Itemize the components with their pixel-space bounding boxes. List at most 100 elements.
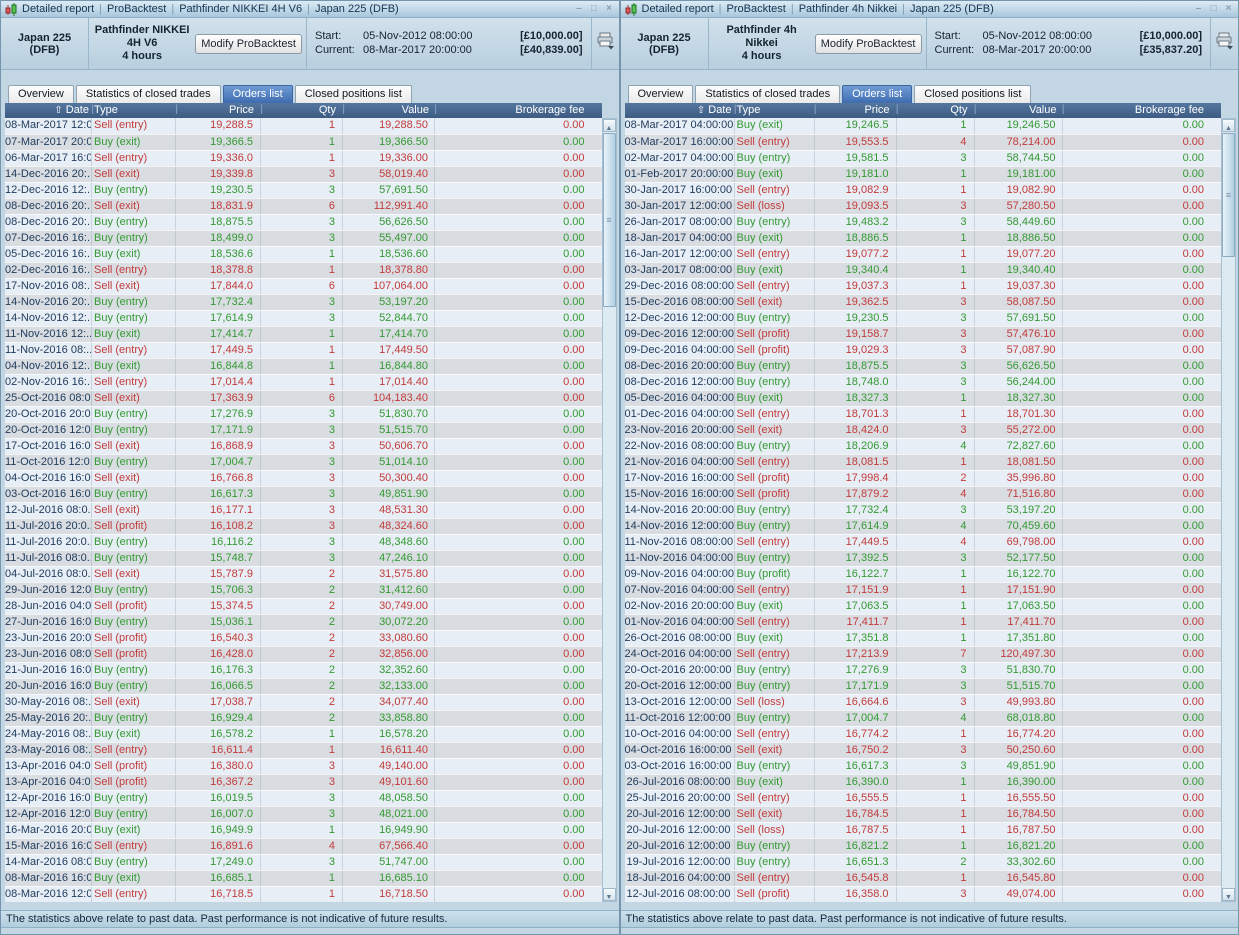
order-row[interactable]: 12-Apr-2016 12:0... Buy (entry) 16,007.0 3 4… [5,806,602,822]
order-row[interactable]: 11-Nov-2016 12:... Buy (exit) 17,414.7 1 17,… [5,326,602,342]
order-row[interactable]: 14-Nov-2016 20:... Buy (entry) 17,732.4 3 53… [5,294,602,310]
order-row[interactable]: 26-Jul-2016 08:00:00 Buy (exit) 16,390.0 1 1… [624,774,1222,790]
order-row[interactable]: 20-Jul-2016 12:00:00 Sell (loss) 16,787.5 1… [624,822,1222,838]
order-row[interactable]: 14-Mar-2016 08:0... Buy (entry) 17,249.0 3 5… [5,854,602,870]
scroll-down-button[interactable]: ▼ [1222,888,1235,901]
order-row[interactable]: 28-Jun-2016 04:0... Sell (profit) 15,374.5… [5,598,602,614]
order-row[interactable]: 11-Nov-2016 08:00:00 Sell (entry) 17,449.5… [624,534,1222,550]
order-row[interactable]: 17-Oct-2016 16:0... Sell (exit) 16,868.9 3 5… [5,438,602,454]
order-row[interactable]: 07-Nov-2016 04:00:00 Sell (entry) 17,151.9… [624,582,1222,598]
titlebar[interactable]: Detailed report | ProBacktest | Pathfinder 4… [620,1,1238,18]
order-row[interactable]: 30-Jan-2017 16:00:00 Sell (entry) 19,082.9… [624,182,1222,198]
vertical-scrollbar[interactable]: ▲ ≡ ▼ [1221,118,1236,902]
order-row[interactable]: 27-Jun-2016 16:0... Buy (entry) 15,036.1 2 3… [5,614,602,630]
order-row[interactable]: 14-Nov-2016 12:00:00 Buy (entry) 17,614.9 4… [624,518,1222,534]
order-row[interactable]: 15-Nov-2016 16:00:00 Sell (profit) 17,879.… [624,486,1222,502]
order-row[interactable]: 01-Dec-2016 04:00:00 Sell (entry) 18,701.3… [624,406,1222,422]
order-row[interactable]: 06-Mar-2017 16:0... Sell (entry) 19,336.0 1… [5,150,602,166]
order-row[interactable]: 26-Jan-2017 08:00:00 Buy (entry) 19,483.2 3… [624,214,1222,230]
order-row[interactable]: 03-Oct-2016 16:0... Buy (entry) 16,617.3 3 4… [5,486,602,502]
order-row[interactable]: 20-Jun-2016 16:0... Buy (entry) 16,066.5 2 3… [5,678,602,694]
order-row[interactable]: 04-Jul-2016 08:0... Sell (exit) 15,787.9 2 3… [5,566,602,582]
minimize-button[interactable]: – [1195,3,1202,14]
order-row[interactable]: 23-May-2016 08:... Sell (entry) 16,611.4 1 1… [5,742,602,758]
modify-probacktest-button[interactable]: Modify ProBacktest [195,33,302,54]
order-row[interactable]: 18-Jan-2017 04:00:00 Buy (exit) 18,886.5 1 1… [624,230,1222,246]
scrollbar-thumb[interactable]: ≡ [602,133,616,307]
order-row[interactable]: 11-Jul-2016 20:0... Buy (entry) 16,116.2 3 4… [5,534,602,550]
order-row[interactable]: 24-Oct-2016 04:00:00 Sell (entry) 17,213.9… [624,646,1222,662]
scrollbar-track[interactable]: ≡ [1222,132,1235,888]
close-button[interactable]: × [1225,3,1232,14]
order-row[interactable]: 05-Dec-2016 16:... Buy (exit) 18,536.6 1 18,… [5,246,602,262]
column-header-qty[interactable]: Qty [261,102,345,118]
order-row[interactable]: 02-Nov-2016 16:... Sell (entry) 17,014.4 1 1… [5,374,602,390]
order-row[interactable]: 16-Jan-2017 12:00:00 Sell (entry) 19,077.2… [624,246,1222,262]
tab-statistics-of-closed-trades[interactable]: Statistics of closed trades [695,85,841,103]
order-row[interactable]: 17-Nov-2016 08:... Sell (exit) 17,844.0 6 10… [5,278,602,294]
order-row[interactable]: 13-Apr-2016 04:0... Sell (profit) 16,380.0… [5,758,602,774]
scroll-down-button[interactable]: ▼ [602,888,616,901]
column-header-type[interactable]: Type [735,102,817,118]
order-row[interactable]: 05-Dec-2016 04:00:00 Buy (exit) 18,327.3 1 1… [624,390,1222,406]
order-row[interactable]: 29-Jun-2016 12:0... Buy (entry) 15,706.3 2 3… [5,582,602,598]
order-row[interactable]: 09-Dec-2016 12:00:00 Sell (profit) 19,158.… [624,326,1222,342]
vertical-scrollbar[interactable]: ▲ ≡ ▼ [601,118,617,902]
column-header-qty[interactable]: Qty [897,102,976,118]
order-row[interactable]: 02-Nov-2016 20:00:00 Buy (exit) 17,063.5 1 1… [624,598,1222,614]
tab-overview[interactable]: Overview [8,85,74,103]
order-row[interactable]: 21-Jun-2016 16:0... Buy (entry) 16,176.3 2 3… [5,662,602,678]
order-row[interactable]: 12-Jul-2016 08:0... Sell (exit) 16,177.1 3 4… [5,502,602,518]
order-row[interactable]: 08-Dec-2016 20:00:00 Buy (entry) 18,875.5 3… [624,358,1222,374]
order-row[interactable]: 10-Oct-2016 04:00:00 Sell (entry) 16,774.2… [624,726,1222,742]
order-row[interactable]: 29-Dec-2016 08:00:00 Sell (entry) 19,037.3… [624,278,1222,294]
tab-orders-list[interactable]: Orders list [222,85,293,103]
order-row[interactable]: 20-Oct-2016 20:00:00 Buy (entry) 17,276.9 3… [624,662,1222,678]
order-row[interactable]: 04-Oct-2016 16:0... Sell (exit) 16,766.8 3 5… [5,470,602,486]
order-row[interactable]: 18-Jul-2016 04:00:00 Sell (entry) 16,545.8… [624,870,1222,886]
order-row[interactable]: 12-Dec-2016 12:00:00 Buy (entry) 19,230.5 3… [624,310,1222,326]
maximize-button[interactable]: □ [1210,3,1217,14]
order-row[interactable]: 03-Jan-2017 08:00:00 Buy (exit) 19,340.4 1 1… [624,262,1222,278]
order-row[interactable]: 08-Mar-2017 04:00:00 Buy (exit) 19,246.5 1 1… [624,118,1222,134]
column-header-date[interactable]: ⇧ Date [5,102,94,118]
print-button[interactable] [596,32,615,55]
order-row[interactable]: 08-Mar-2016 12:0... Sell (entry) 16,718.5 1… [5,886,602,902]
order-row[interactable]: 23-Jun-2016 20:0... Sell (profit) 16,540.3… [5,630,602,646]
order-row[interactable]: 09-Nov-2016 04:00:00 Buy (profit) 16,122.7… [624,566,1222,582]
order-row[interactable]: 08-Mar-2016 16:0... Buy (exit) 16,685.1 1 16… [5,870,602,886]
column-header-fee[interactable]: Brokerage fee [515,104,585,116]
order-row[interactable]: 14-Nov-2016 20:00:00 Buy (entry) 17,732.4 3… [624,502,1222,518]
scrollbar-track[interactable]: ≡ [602,132,616,888]
order-row[interactable]: 25-May-2016 20:... Buy (entry) 16,929.4 2 33… [5,710,602,726]
order-row[interactable]: 14-Dec-2016 20:... Sell (exit) 19,339.8 3 58… [5,166,602,182]
tab-closed-positions-list[interactable]: Closed positions list [914,85,1032,103]
order-row[interactable]: 02-Dec-2016 16:... Sell (entry) 18,378.8 1 1… [5,262,602,278]
order-row[interactable]: 08-Dec-2016 12:00:00 Buy (entry) 18,748.0 3… [624,374,1222,390]
order-row[interactable]: 12-Dec-2016 12:... Buy (entry) 19,230.5 3 57… [5,182,602,198]
close-button[interactable]: × [606,3,612,14]
order-row[interactable]: 25-Jul-2016 20:00:00 Sell (entry) 16,555.5… [624,790,1222,806]
order-row[interactable]: 08-Dec-2016 20:... Sell (exit) 18,831.9 6 11… [5,198,602,214]
order-row[interactable]: 20-Oct-2016 12:0... Buy (entry) 17,171.9 3 5… [5,422,602,438]
column-header-price[interactable]: Price [815,102,898,118]
scrollbar-thumb[interactable]: ≡ [1222,133,1235,257]
scroll-up-button[interactable]: ▲ [1222,119,1235,132]
column-header-value[interactable]: Value [975,102,1064,118]
order-row[interactable]: 11-Oct-2016 12:0... Buy (entry) 17,004.7 3 5… [5,454,602,470]
order-row[interactable]: 11-Nov-2016 08:... Sell (entry) 17,449.5 1 1… [5,342,602,358]
order-row[interactable]: 22-Nov-2016 08:00:00 Buy (entry) 18,206.9 4… [624,438,1222,454]
order-row[interactable]: 23-Nov-2016 20:00:00 Sell (exit) 18,424.0 3… [624,422,1222,438]
column-header-price[interactable]: Price [176,102,263,118]
order-row[interactable]: 20-Jul-2016 12:00:00 Buy (entry) 16,821.2 1… [624,838,1222,854]
column-header-type[interactable]: Type [92,102,178,118]
order-row[interactable]: 11-Jul-2016 20:0... Sell (profit) 16,108.2… [5,518,602,534]
tab-statistics-of-closed-trades[interactable]: Statistics of closed trades [75,85,221,103]
maximize-button[interactable]: □ [590,3,598,14]
order-row[interactable]: 15-Dec-2016 08:00:00 Sell (exit) 19,362.5 3… [624,294,1222,310]
order-row[interactable]: 01-Nov-2016 04:00:00 Sell (entry) 17,411.7… [624,614,1222,630]
order-row[interactable]: 11-Jul-2016 08:0... Buy (entry) 15,748.7 3 4… [5,550,602,566]
order-row[interactable]: 11-Oct-2016 12:00:00 Buy (entry) 17,004.7 4… [624,710,1222,726]
titlebar[interactable]: Detailed report | ProBacktest | Pathfinder N… [1,1,619,18]
order-row[interactable]: 13-Oct-2016 12:00:00 Sell (loss) 16,664.6 3… [624,694,1222,710]
